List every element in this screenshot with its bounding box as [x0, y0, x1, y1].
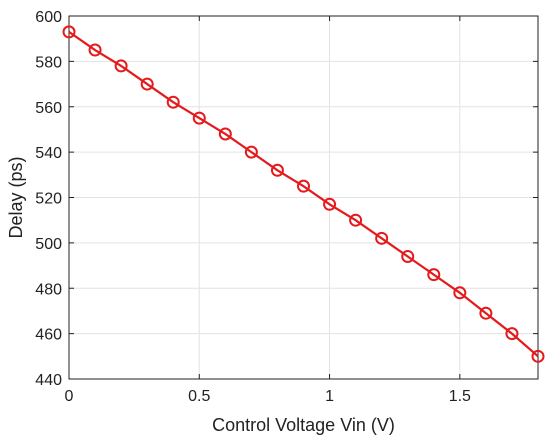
x-tick-label: 1	[325, 388, 334, 405]
data-point-marker	[479, 306, 493, 320]
data-point-marker	[323, 197, 337, 211]
y-tick-label: 540	[35, 145, 62, 162]
x-tick-label: 0	[65, 388, 74, 405]
data-point-marker	[297, 179, 310, 193]
y-tick-label: 520	[35, 191, 62, 208]
data-point-marker	[244, 145, 258, 159]
data-point-marker	[505, 327, 519, 341]
y-axis-label: Delay (ps)	[6, 156, 26, 238]
data-point-marker	[114, 59, 128, 73]
y-tick-label: 580	[35, 54, 62, 71]
data-point-marker	[166, 95, 180, 109]
data-point-marker	[453, 286, 467, 300]
axis-ticks: 0 0.5 1 1.5 440 460 480 500 520 540 560 580 600	[35, 9, 538, 405]
y-tick-label: 500	[35, 236, 62, 253]
y-tick-label: 600	[35, 9, 62, 26]
data-point-marker	[270, 163, 284, 177]
y-tick-label: 560	[35, 100, 62, 117]
data-point-marker	[349, 213, 363, 227]
x-tick-label: 1.5	[449, 388, 471, 405]
data-point-marker	[218, 127, 232, 141]
y-tick-label: 480	[35, 281, 62, 298]
x-tick-label: 0.5	[188, 388, 210, 405]
series-group	[62, 25, 545, 363]
data-point-marker	[140, 77, 154, 91]
y-tick-label: 440	[35, 372, 62, 389]
y-tick-label: 460	[35, 327, 62, 344]
data-point-marker	[375, 231, 389, 245]
data-point-marker	[192, 111, 206, 125]
data-point-marker	[427, 268, 441, 282]
data-point-marker	[62, 25, 76, 39]
grid-lines	[68, 15, 538, 380]
data-point-marker	[401, 249, 415, 263]
data-point-marker	[531, 349, 545, 363]
data-point-marker	[88, 43, 102, 57]
x-axis-label: Control Voltage Vin (V)	[212, 415, 395, 435]
series-line	[68, 30, 539, 358]
